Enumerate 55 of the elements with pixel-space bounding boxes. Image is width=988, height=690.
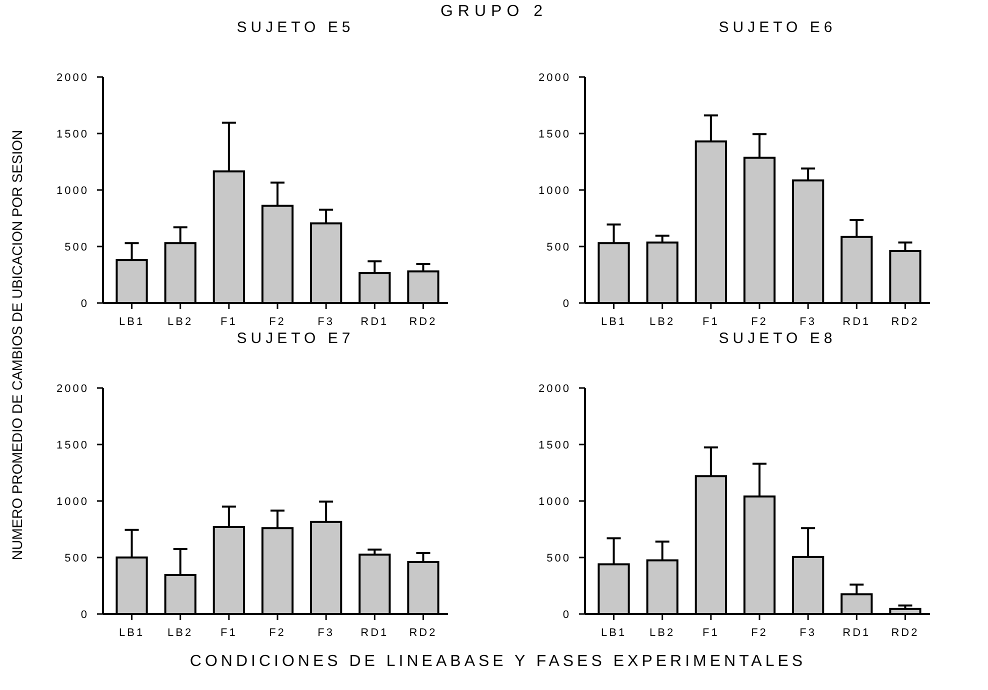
y-tick-label: 1500: [56, 439, 89, 452]
x-tick-label: F3: [318, 627, 334, 639]
x-tick-label: F3: [800, 627, 816, 639]
x-tick-label: RD1: [842, 316, 871, 328]
y-tick-label: 2000: [56, 72, 89, 84]
y-tick-label: 0: [80, 298, 89, 310]
x-tick-label: RD1: [360, 316, 389, 328]
chart-title: SUJETO E5: [236, 19, 354, 36]
x-tick-label: LB2: [168, 316, 194, 328]
x-tick-label: LB1: [118, 627, 145, 639]
chart-title: SUJETO E8: [718, 330, 836, 347]
x-tick-label: RD2: [409, 316, 438, 328]
y-tick-label: 1500: [56, 128, 89, 140]
x-tick-label: RD2: [409, 627, 438, 639]
x-tick-label: LB1: [600, 627, 627, 639]
x-tick-label: RD2: [891, 627, 920, 639]
chart-title: SUJETO E7: [236, 330, 354, 347]
x-tick-label: F2: [269, 316, 286, 328]
y-tick-label: 500: [64, 552, 89, 564]
y-tick-label: 1500: [538, 439, 571, 452]
x-tick-label: LB2: [650, 627, 676, 639]
x-axis-title: CONDICIONES DE LINEABASE Y FASES EXPERIMENTALES: [190, 653, 806, 670]
text: GRUPO 2: [440, 3, 548, 20]
x-tick-label: F2: [751, 316, 768, 328]
y-tick-label: 1000: [538, 184, 571, 197]
x-tick-label: F3: [800, 316, 816, 328]
x-tick-label: LB1: [600, 316, 627, 328]
y-tick-label: 1000: [56, 496, 89, 508]
y-tick-label: 1500: [538, 128, 571, 140]
y-tick-label: 500: [546, 552, 571, 564]
y-tick-label: 1000: [538, 496, 571, 508]
chart-title: SUJETO E6: [718, 19, 836, 36]
y-tick-label: 2000: [538, 72, 571, 84]
y-tick-label: 0: [562, 298, 571, 310]
y-tick-label: 500: [546, 241, 571, 254]
x-tick-label: LB1: [118, 316, 145, 328]
x-tick-label: RD1: [842, 627, 871, 639]
x-tick-label: F1: [220, 627, 238, 639]
x-tick-label: LB2: [168, 627, 194, 639]
x-tick-label: F1: [220, 316, 238, 328]
y-tick-label: 1000: [56, 184, 89, 197]
y-tick-label: 500: [64, 241, 89, 254]
y-axis-title: NUMERO PROMEDIO DE CAMBIOS DE UBICACION POR SESION: [9, 130, 25, 560]
x-tick-label: RD2: [891, 316, 920, 328]
x-tick-label: LB2: [650, 316, 676, 328]
x-tick-label: F1: [702, 316, 720, 328]
x-tick-label: F2: [751, 627, 768, 639]
x-tick-label: RD1: [360, 627, 389, 639]
x-tick-label: F1: [702, 627, 720, 639]
y-tick-label: 2000: [56, 382, 89, 395]
x-tick-label: F3: [318, 316, 334, 328]
y-tick-label: 0: [562, 608, 571, 621]
y-tick-label: 2000: [538, 382, 571, 395]
x-tick-label: F2: [269, 627, 286, 639]
y-tick-label: 0: [80, 608, 89, 621]
